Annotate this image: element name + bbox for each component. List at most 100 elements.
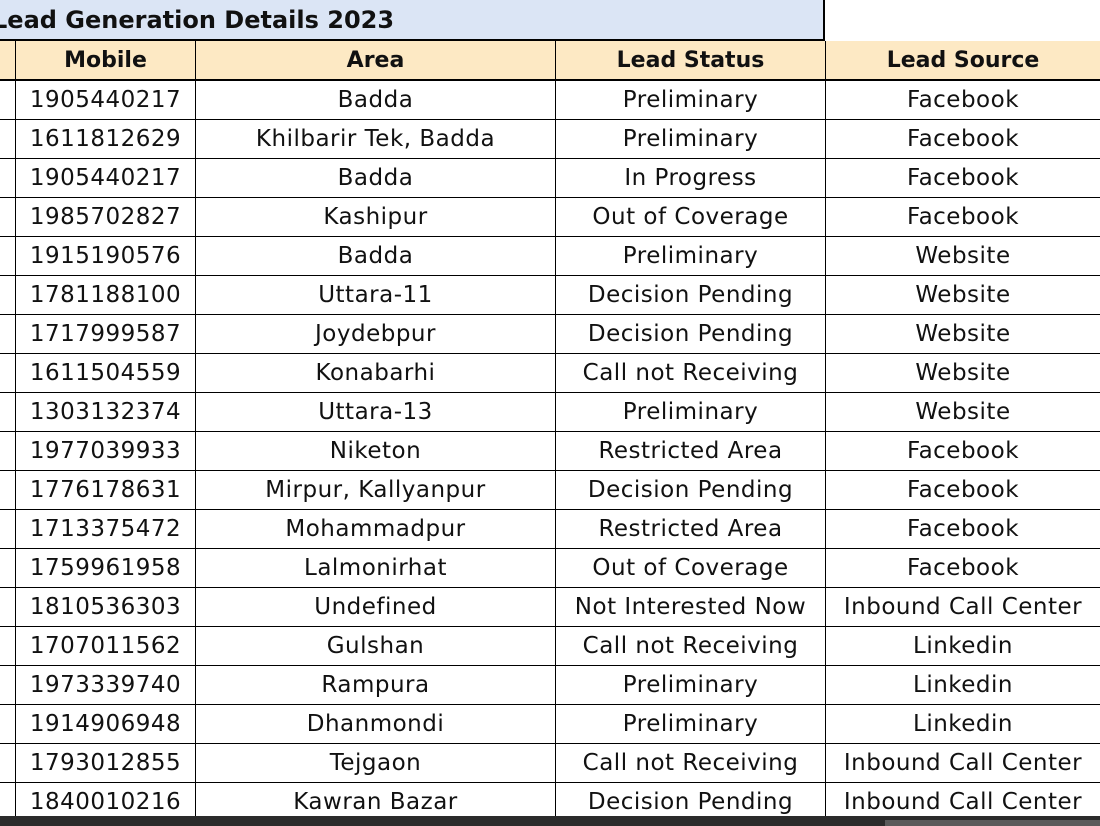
cell-lead-status[interactable]: Preliminary	[556, 705, 826, 743]
cell-lead-status[interactable]: Preliminary	[556, 237, 826, 275]
row-cell-blank[interactable]	[0, 666, 16, 704]
cell-lead-source[interactable]: Facebook	[906, 126, 1020, 152]
title-cell[interactable]: Lead Generation Details 2023	[0, 0, 825, 41]
cell-lead-source[interactable]: Facebook	[906, 438, 1020, 464]
cell-lead-status[interactable]: Call not Receiving	[556, 744, 826, 782]
cell-lead-status[interactable]: Call not Receiving	[556, 627, 826, 665]
cell-area[interactable]: Lalmonirhat	[196, 549, 556, 587]
cell-lead-status[interactable]: Preliminary	[556, 393, 826, 431]
row-cell-blank[interactable]	[0, 432, 16, 470]
cell-area[interactable]: Dhanmondi	[196, 705, 556, 743]
cell-mobile[interactable]: 1611812629	[16, 120, 196, 158]
row-cell-blank[interactable]	[0, 198, 16, 236]
cell-mobile[interactable]: 1905440217	[16, 159, 196, 197]
cell-lead-source[interactable]: Facebook	[906, 555, 1020, 581]
cell-mobile[interactable]: 1840010216	[16, 783, 196, 821]
cell-mobile[interactable]: 1781188100	[16, 276, 196, 314]
row-cell-blank[interactable]	[0, 705, 16, 743]
cell-lead-source[interactable]: Facebook	[906, 477, 1020, 503]
row-cell-blank[interactable]	[0, 276, 16, 314]
row-cell-blank[interactable]	[0, 237, 16, 275]
cell-area[interactable]: Badda	[196, 237, 556, 275]
header-cell-lead-source[interactable]: Lead Source	[886, 47, 1040, 73]
cell-mobile[interactable]: 1915190576	[16, 237, 196, 275]
cell-lead-source[interactable]: Facebook	[906, 87, 1020, 113]
cell-area[interactable]: Badda	[196, 81, 556, 119]
row-cell-blank[interactable]	[0, 627, 16, 665]
cell-area[interactable]: Badda	[196, 159, 556, 197]
cell-area[interactable]: Niketon	[196, 432, 556, 470]
cell-area[interactable]: Uttara-13	[196, 393, 556, 431]
cell-mobile[interactable]: 1905440217	[16, 81, 196, 119]
row-cell-blank[interactable]	[0, 354, 16, 392]
cell-area[interactable]: Undefined	[196, 588, 556, 626]
row-cell-blank[interactable]	[0, 783, 16, 821]
cell-lead-status[interactable]: Preliminary	[556, 120, 826, 158]
cell-lead-status[interactable]: Restricted Area	[556, 432, 826, 470]
header-cell-blank[interactable]	[0, 41, 16, 79]
horizontal-scrollbar-track[interactable]	[0, 816, 1100, 826]
cell-area[interactable]: Tejgaon	[196, 744, 556, 782]
cell-mobile[interactable]: 1776178631	[16, 471, 196, 509]
row-cell-blank[interactable]	[0, 471, 16, 509]
cell-lead-status[interactable]: Decision Pending	[556, 315, 826, 353]
cell-area[interactable]: Joydebpur	[196, 315, 556, 353]
cell-mobile[interactable]: 1973339740	[16, 666, 196, 704]
cell-mobile[interactable]: 1793012855	[16, 744, 196, 782]
cell-mobile[interactable]: 1977039933	[16, 432, 196, 470]
cell-lead-source[interactable]: Website	[915, 243, 1011, 269]
cell-lead-source[interactable]: Inbound Call Center	[843, 594, 1083, 620]
cell-mobile[interactable]: 1717999587	[16, 315, 196, 353]
cell-lead-source[interactable]: Website	[915, 360, 1011, 386]
cell-lead-status[interactable]: Decision Pending	[556, 783, 826, 821]
cell-mobile[interactable]: 1707011562	[16, 627, 196, 665]
cell-lead-source[interactable]: Linkedin	[913, 633, 1013, 659]
row-cell-blank[interactable]	[0, 393, 16, 431]
cell-mobile[interactable]: 1759961958	[16, 549, 196, 587]
row-cell-blank[interactable]	[0, 549, 16, 587]
header-cell-mobile[interactable]: Mobile	[16, 41, 196, 79]
cell-area[interactable]: Mirpur, Kallyanpur	[196, 471, 556, 509]
cell-mobile[interactable]: 1713375472	[16, 510, 196, 548]
cell-area[interactable]: Gulshan	[196, 627, 556, 665]
cell-mobile[interactable]: 1611504559	[16, 354, 196, 392]
cell-area[interactable]: Uttara-11	[196, 276, 556, 314]
cell-lead-status[interactable]: Preliminary	[556, 81, 826, 119]
cell-mobile[interactable]: 1810536303	[16, 588, 196, 626]
cell-mobile[interactable]: 1303132374	[16, 393, 196, 431]
cell-lead-status[interactable]: Decision Pending	[556, 471, 826, 509]
cell-lead-status[interactable]: Not Interested Now	[556, 588, 826, 626]
cell-lead-status[interactable]: Preliminary	[556, 666, 826, 704]
cell-lead-source[interactable]: Facebook	[906, 165, 1020, 191]
cell-lead-source[interactable]: Inbound Call Center	[843, 789, 1083, 815]
header-cell-lead-status[interactable]: Lead Status	[556, 41, 826, 79]
cell-lead-status[interactable]: Out of Coverage	[556, 198, 826, 236]
header-cell-area[interactable]: Area	[196, 41, 556, 79]
cell-lead-source[interactable]: Website	[915, 399, 1011, 425]
cell-mobile[interactable]: 1985702827	[16, 198, 196, 236]
horizontal-scrollbar-thumb[interactable]	[885, 820, 1100, 826]
row-cell-blank[interactable]	[0, 81, 16, 119]
cell-area[interactable]: Mohammadpur	[196, 510, 556, 548]
row-cell-blank[interactable]	[0, 315, 16, 353]
cell-area[interactable]: Kashipur	[196, 198, 556, 236]
cell-lead-source[interactable]: Linkedin	[913, 672, 1013, 698]
cell-area[interactable]: Konabarhi	[196, 354, 556, 392]
cell-lead-status[interactable]: Decision Pending	[556, 276, 826, 314]
row-cell-blank[interactable]	[0, 510, 16, 548]
cell-lead-status[interactable]: Out of Coverage	[556, 549, 826, 587]
cell-area[interactable]: Khilbarir Tek, Badda	[196, 120, 556, 158]
cell-lead-status[interactable]: Restricted Area	[556, 510, 826, 548]
cell-lead-source[interactable]: Website	[915, 282, 1011, 308]
cell-lead-source[interactable]: Website	[915, 321, 1011, 347]
cell-lead-status[interactable]: Call not Receiving	[556, 354, 826, 392]
cell-lead-source[interactable]: Facebook	[906, 204, 1020, 230]
cell-lead-source[interactable]: Inbound Call Center	[843, 750, 1083, 776]
cell-lead-source[interactable]: Facebook	[906, 516, 1020, 542]
row-cell-blank[interactable]	[0, 744, 16, 782]
cell-area[interactable]: Kawran Bazar	[196, 783, 556, 821]
cell-mobile[interactable]: 1914906948	[16, 705, 196, 743]
cell-lead-status[interactable]: In Progress	[556, 159, 826, 197]
row-cell-blank[interactable]	[0, 588, 16, 626]
row-cell-blank[interactable]	[0, 120, 16, 158]
